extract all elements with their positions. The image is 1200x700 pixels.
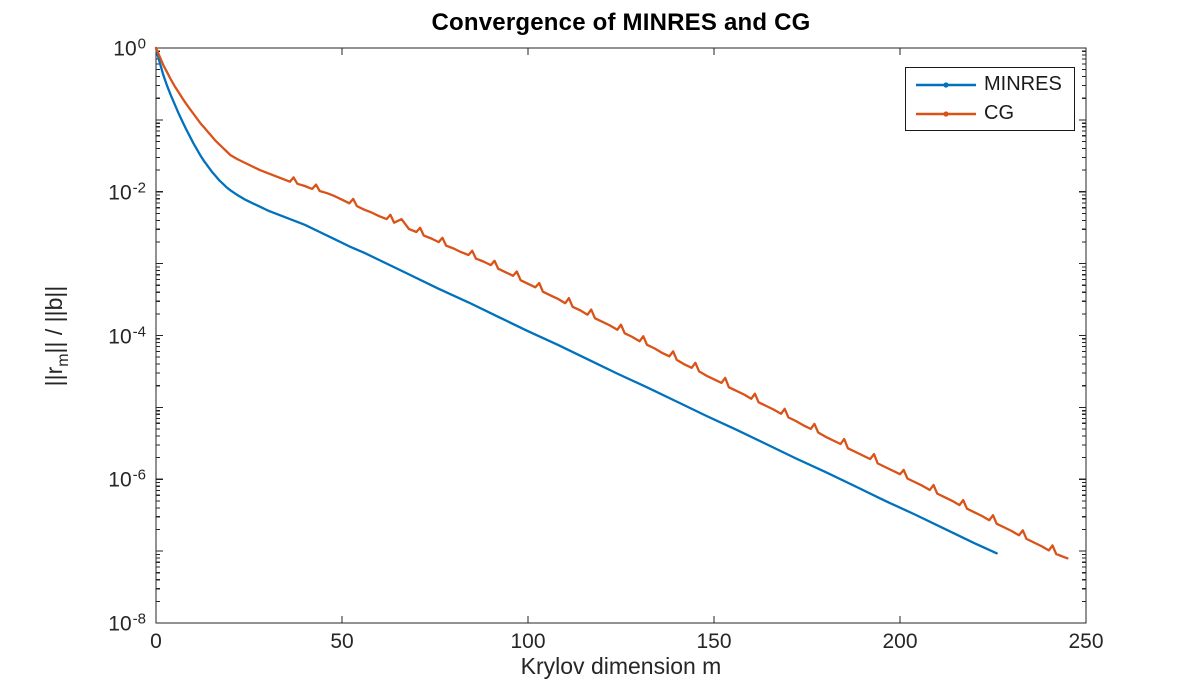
x-tick-label: 150: [696, 630, 732, 653]
chart-title: Convergence of MINRES and CG: [431, 9, 811, 36]
minres-line-sample: [916, 81, 976, 88]
y-tick-label: 100: [113, 35, 146, 61]
legend-item-minres: MINRES: [906, 70, 1074, 99]
y-tick-label: 10-8: [108, 610, 146, 636]
legend: MINRES CG: [905, 67, 1075, 131]
y-axis-label-subscript: m: [54, 353, 72, 367]
legend-label-minres: MINRES: [984, 73, 1062, 95]
legend-item-cg: CG: [906, 99, 1074, 128]
x-tick-label: 0: [150, 630, 162, 653]
y-tick-label: 10-4: [108, 323, 146, 348]
axes-box: [155, 47, 1087, 624]
y-axis-label-suffix: || / ||b||: [41, 285, 68, 354]
x-axis-label: Krylov dimension m: [520, 653, 722, 679]
series-line-cg: [154, 46, 1069, 560]
x-tick-label: 100: [510, 630, 546, 653]
y-axis-label: ||rm|| / ||b||: [41, 286, 73, 387]
series-line-minres: [154, 46, 998, 555]
legend-label-cg: CG: [984, 102, 1014, 124]
y-tick-label: 10-2: [108, 179, 146, 205]
axis-ticks: [155, 47, 1087, 624]
cg-line-sample: [916, 110, 976, 117]
x-tick-label: 200: [882, 630, 918, 653]
y-tick-label: 10-6: [108, 466, 146, 492]
x-tick-label: 250: [1068, 630, 1104, 653]
y-axis-label-prefix: ||r: [41, 366, 68, 387]
x-tick-label: 50: [330, 630, 354, 653]
